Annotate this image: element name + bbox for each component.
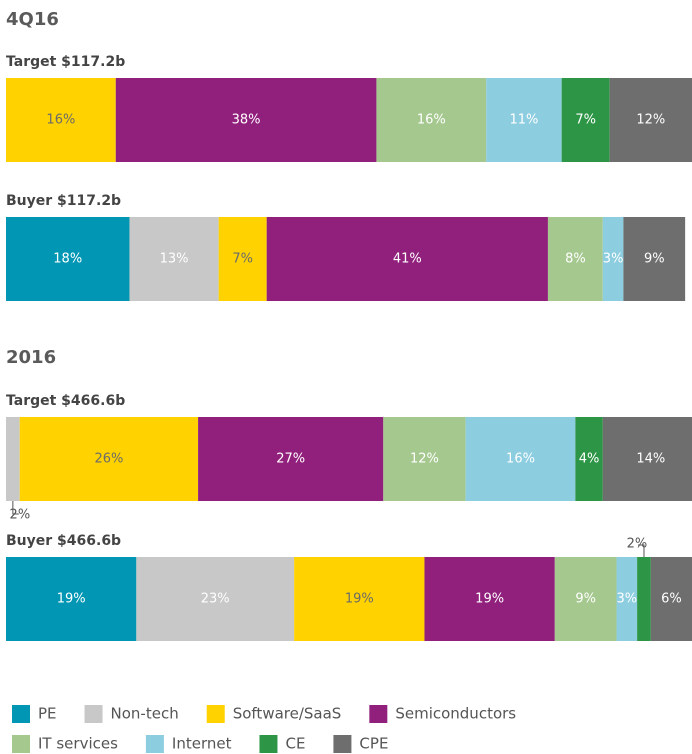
- bar-segment: [554, 557, 617, 641]
- bar-segment: [218, 217, 267, 301]
- value-label: 19%: [475, 592, 504, 607]
- legend-swatch: [369, 705, 388, 723]
- value-label: 14%: [636, 452, 665, 467]
- bar-segment: [294, 557, 425, 641]
- value-label: 7%: [575, 113, 596, 128]
- legend-label: Semiconductors: [395, 705, 516, 723]
- bar-segment: [602, 417, 692, 501]
- legend-swatch: [333, 735, 352, 753]
- value-label: 26%: [94, 452, 123, 467]
- bar-segment: [266, 217, 548, 301]
- legend-label: PE: [38, 705, 57, 723]
- value-label: 16%: [417, 113, 446, 128]
- legend-swatch: [12, 735, 30, 753]
- value-label: 11%: [509, 113, 538, 128]
- bar-segment: [376, 78, 487, 162]
- bar-segment: [424, 557, 555, 641]
- section-title: 4Q16: [6, 9, 59, 30]
- legend-label: Internet: [172, 735, 232, 753]
- bar-segment: [6, 78, 116, 162]
- legend-swatch: [12, 705, 30, 723]
- value-label: 9%: [575, 592, 596, 607]
- value-label: 18%: [53, 252, 82, 267]
- legend-swatch: [259, 735, 278, 753]
- value-label: 38%: [232, 113, 261, 128]
- bar-segment: [465, 417, 576, 501]
- callout: [637, 544, 645, 557]
- bar-label: Buyer $466.6b: [6, 533, 121, 549]
- value-label: 19%: [345, 592, 374, 607]
- value-label: 16%: [506, 452, 535, 467]
- section-title: 2016: [6, 347, 56, 368]
- bar-segment: [561, 78, 610, 162]
- legend-label: Non-tech: [111, 705, 179, 723]
- value-label: 4%: [579, 452, 600, 467]
- legend-label: CE: [285, 735, 305, 753]
- value-label: 7%: [232, 252, 253, 267]
- value-label: 12%: [636, 113, 665, 128]
- bar-segment: [198, 417, 384, 501]
- value-label: 23%: [201, 592, 230, 607]
- bar-segment: [609, 78, 692, 162]
- value-label: 27%: [276, 452, 305, 467]
- value-label: 41%: [393, 252, 422, 267]
- bar-segment: [616, 557, 638, 641]
- value-label: 3%: [603, 252, 624, 267]
- value-label: 2%: [627, 537, 648, 552]
- bar-segment: [623, 217, 686, 301]
- bar-segment: [6, 417, 20, 501]
- bar-label: Buyer $117.2b: [6, 193, 121, 209]
- legend-label: CPE: [359, 735, 388, 753]
- value-label: 3%: [617, 592, 638, 607]
- legend-label: Software/SaaS: [233, 705, 342, 723]
- bar-label: Target $466.6b: [6, 393, 125, 409]
- bar-segment: [129, 217, 219, 301]
- legend-swatch: [206, 705, 225, 723]
- bar-segment: [115, 78, 377, 162]
- value-label: 9%: [644, 252, 665, 267]
- bar-segment: [6, 557, 137, 641]
- bar-segment: [547, 217, 603, 301]
- value-label: 13%: [160, 252, 189, 267]
- bar-segment: [575, 417, 603, 501]
- legend-label: IT services: [38, 735, 118, 753]
- value-label: 6%: [661, 592, 682, 607]
- bar-segment: [486, 78, 562, 162]
- bar-segment: [602, 217, 624, 301]
- callout: [12, 501, 19, 515]
- bar-segment: [6, 217, 130, 301]
- bar-segment: [19, 417, 199, 501]
- bar-segment: [136, 557, 295, 641]
- value-label: 8%: [565, 252, 586, 267]
- value-label: 12%: [410, 452, 439, 467]
- value-label: 2%: [10, 508, 31, 523]
- legend-swatch: [145, 735, 164, 753]
- bar-segment: [637, 557, 651, 641]
- value-label: 16%: [46, 113, 75, 128]
- bar-segment: [383, 417, 466, 501]
- bar-label: Target $117.2b: [6, 54, 125, 70]
- bar-segment: [650, 557, 692, 641]
- value-label: 19%: [57, 592, 86, 607]
- legend-swatch: [84, 705, 103, 723]
